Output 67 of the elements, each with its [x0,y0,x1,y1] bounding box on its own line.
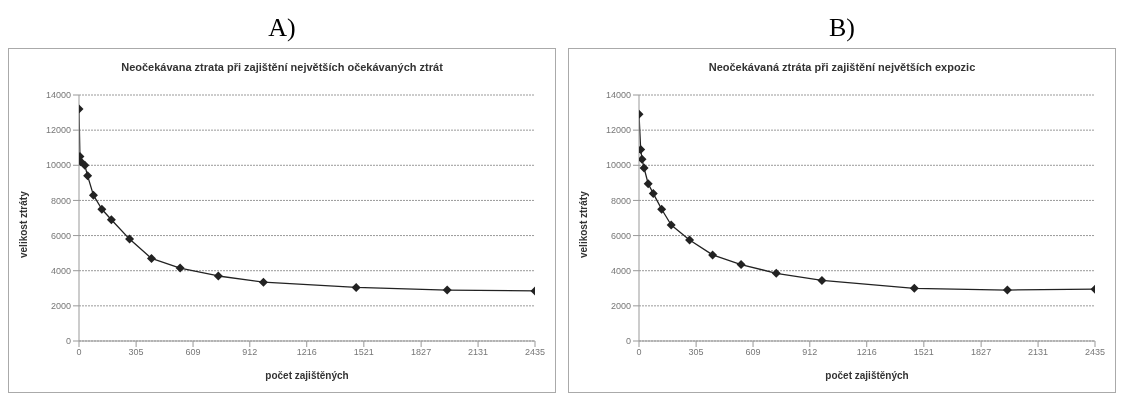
y-tick-label: 10000 [605,160,631,171]
y-tick-label: 6000 [610,230,631,241]
point [146,253,156,263]
x-tick-label: 2131 [468,347,489,358]
x-tick-label: 1216 [296,347,317,358]
x-tick-label: 1827 [411,347,432,358]
x-tick-label: 0 [636,347,642,358]
x-tick-label: 305 [688,347,704,358]
point [351,282,361,292]
point [97,204,107,214]
point [80,160,90,170]
point [213,271,223,281]
y-tick-label: 4000 [50,265,71,276]
point [639,163,649,173]
x-axis-title: počet zajištěných [265,370,349,381]
x-tick-label: 912 [242,347,258,358]
point [125,234,135,244]
y-axis-title: velikost ztráty [17,190,29,258]
x-tick-label: 609 [185,347,201,358]
x-tick-label: 2131 [1028,347,1049,358]
point [817,275,827,285]
x-tick-label: 1521 [353,347,374,358]
y-tick-label: 12000 [45,125,71,136]
y-tick-label: 6000 [50,230,71,241]
point [175,263,185,273]
point [736,260,746,270]
y-tick-label: 12000 [605,125,631,136]
y-tick-label: 0 [65,336,71,347]
point [666,220,676,230]
x-tick-label: 0 [76,347,82,358]
x-tick-label: 609 [745,347,761,358]
y-tick-label: 2000 [50,301,71,312]
chart-subtitle: Neočekávana ztrata při zajištění největších očekávaných ztrát [120,61,444,73]
point [771,268,781,278]
chart-subtitle: Neočekávaná ztráta při zajištění největších expozic [707,61,977,73]
chart-title: B) [828,12,856,44]
x-axis-title: počet zajištěných [825,370,909,381]
point [648,188,658,198]
point [88,190,98,200]
y-tick-label: 4000 [610,265,631,276]
x-tick-label: 2435 [1084,347,1106,358]
y-tick-label: 14000 [605,90,631,101]
point [909,283,919,293]
point [106,215,116,225]
x-tick-label: 912 [802,347,818,358]
x-tick-label: 1216 [856,347,877,358]
y-axis-title: velikost ztráty [577,190,589,258]
y-tick-label: 0 [625,336,631,347]
point [685,235,695,245]
point [708,250,718,260]
y-tick-label: 8000 [610,195,631,206]
x-tick-label: 1521 [913,347,934,358]
point [258,277,268,287]
x-tick-label: 1827 [971,347,992,358]
x-tick-label: 2435 [524,347,546,358]
point [639,154,647,164]
y-tick-label: 14000 [45,90,71,101]
point [657,204,667,214]
point [643,179,653,189]
y-tick-label: 2000 [610,301,631,312]
point [1002,285,1012,295]
y-tick-label: 8000 [50,195,71,206]
y-tick-label: 10000 [45,160,71,171]
x-tick-label: 305 [128,347,144,358]
point [442,285,452,295]
chart-title: A) [267,12,297,44]
point [83,171,93,181]
